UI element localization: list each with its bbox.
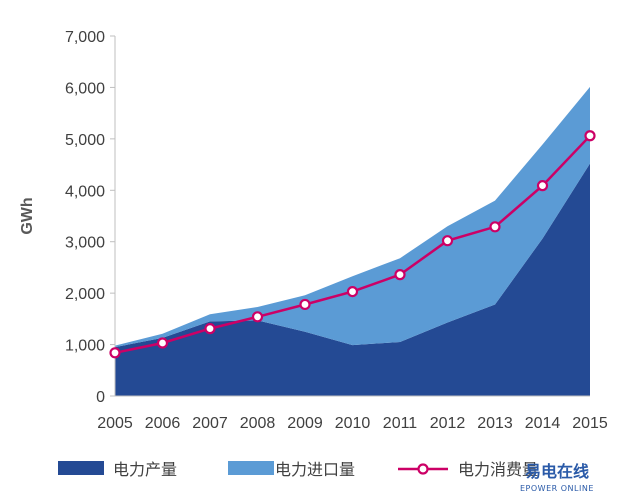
- legend: 电力产量 电力进口量 电力消费量: [58, 460, 538, 479]
- x-tick-label: 2006: [145, 415, 181, 432]
- x-tick-label: 2008: [240, 415, 276, 432]
- legend-item-2: 电力进口量: [228, 460, 355, 479]
- line-point: [109, 347, 121, 359]
- line-point: [204, 323, 216, 335]
- legend-marker: [417, 463, 429, 475]
- x-tick-label: 2014: [525, 415, 561, 432]
- y-tick-label: 0: [96, 389, 105, 406]
- line-point: [251, 311, 264, 323]
- legend-swatch: [58, 461, 104, 475]
- y-tick-labels: 0 1,000 2,000 3,000 4,000 5,000 6,000 7,000: [65, 29, 115, 406]
- y-tick-label: 5,000: [65, 132, 105, 149]
- y-tick-label: 1,000: [65, 338, 105, 355]
- y-axis-label: GWh: [19, 197, 36, 234]
- y-tick-label: 2,000: [65, 286, 105, 303]
- x-tick-label: 2009: [287, 415, 323, 432]
- line-point: [156, 337, 169, 349]
- line-point: [346, 286, 359, 298]
- consumption-line: [109, 130, 596, 359]
- area-series-1: [115, 163, 590, 396]
- legend-label: 电力进口量: [275, 460, 355, 479]
- line-point: [394, 269, 406, 281]
- y-tick-label: 4,000: [65, 183, 105, 200]
- line-point: [536, 180, 549, 192]
- watermark-logo: 易电在线 EPOWER ONLINE: [520, 462, 594, 493]
- x-tick-label: 2010: [335, 415, 371, 432]
- y-tick-label: 3,000: [65, 235, 105, 252]
- x-tick-labels: 2005 2006 2007 2008 2009 2010 2011 2012 2013 2014…: [97, 415, 608, 432]
- line-point: [299, 298, 311, 311]
- x-tick-label: 2007: [192, 415, 228, 432]
- x-tick-label: 2013: [477, 415, 513, 432]
- x-tick-label: 2005: [97, 415, 133, 432]
- line-point: [584, 130, 596, 142]
- area-series-2: [115, 86, 590, 348]
- x-tick-label: 2015: [572, 415, 608, 432]
- watermark-name-en: EPOWER ONLINE: [520, 484, 594, 493]
- legend-swatch: [228, 461, 274, 475]
- y-tick-label: 6,000: [65, 80, 105, 97]
- line-point: [489, 221, 501, 233]
- x-tick-label: 2012: [430, 415, 466, 432]
- legend-item-3: 电力消费量: [398, 460, 538, 479]
- legend-label: 电力产量: [113, 460, 177, 479]
- legend-label: 电力消费量: [458, 460, 538, 479]
- watermark-name-cn: 易电在线: [525, 462, 589, 481]
- stacked-areas: [115, 86, 590, 396]
- x-tick-label: 2011: [383, 415, 418, 432]
- axes: [114, 36, 590, 397]
- line-point: [441, 235, 454, 247]
- y-tick-label: 7,000: [65, 29, 105, 46]
- y-axis-title: GWh: [19, 197, 36, 234]
- legend-item-1: 电力产量: [58, 460, 177, 479]
